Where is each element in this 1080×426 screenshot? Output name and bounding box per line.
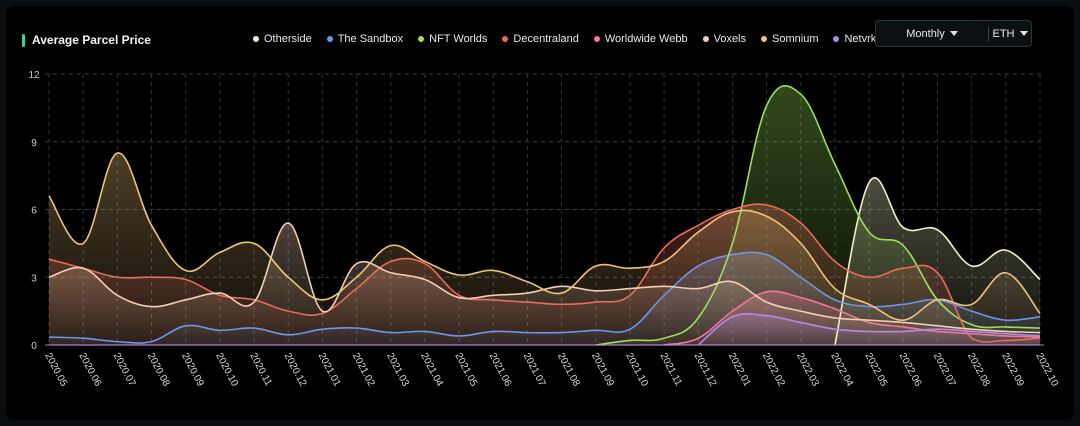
- legend-item[interactable]: Otherside: [253, 33, 312, 45]
- x-tick-label: 2021.01: [316, 351, 343, 388]
- series-line-worldwide-webb: [663, 290, 1041, 346]
- series-area-nft-worlds: [595, 85, 1040, 346]
- legend-label: NFT Worlds: [429, 33, 488, 45]
- y-tick-label: 12: [28, 70, 40, 81]
- legend-label: Netvrk: [844, 33, 877, 45]
- x-tick-label: 2022.06: [897, 351, 924, 388]
- legend-item[interactable]: NFT Worlds: [418, 33, 487, 45]
- x-tick-label: 2021.11: [657, 351, 684, 388]
- legend-item[interactable]: The Sandbox: [326, 33, 404, 45]
- chart-title: Average Parcel Price: [32, 33, 151, 47]
- legend-item[interactable]: Somnium: [761, 33, 818, 45]
- series-line-voxels: [48, 222, 1041, 334]
- x-tick-label: 2022.08: [965, 351, 992, 388]
- x-tick-label: 2020.10: [213, 351, 240, 388]
- x-tick-label: 2020.11: [247, 351, 274, 388]
- series-group: [48, 85, 1041, 346]
- period-select[interactable]: Monthly: [876, 28, 988, 40]
- chart-card: Average Parcel Price Otherside The Sandbo…: [6, 6, 1074, 420]
- x-tick-label: 2021.12: [692, 351, 719, 388]
- legend-item[interactable]: Decentraland: [502, 33, 579, 45]
- legend-label: Voxels: [713, 33, 747, 45]
- series-line-nft-worlds: [595, 85, 1041, 346]
- x-tick-label: 2020.05: [42, 351, 69, 388]
- x-tick-label: 2022.01: [726, 351, 753, 388]
- caret-down-icon: [1019, 31, 1028, 36]
- x-tick-label: 2022.04: [828, 351, 855, 388]
- legend-label: Somnium: [772, 33, 819, 45]
- chart-legend: Otherside The Sandbox NFT Worlds Decentrala…: [253, 33, 891, 45]
- legend-dot-icon: [593, 36, 600, 42]
- legend-item[interactable]: Worldwide Webb: [593, 33, 688, 45]
- series-line-otherside: [834, 177, 1041, 346]
- legend-dot-icon: [326, 36, 333, 42]
- x-tick-label: 2022.07: [931, 351, 958, 388]
- legend-dot-icon: [702, 36, 709, 42]
- title-accent-bar: [22, 33, 25, 47]
- x-tick-label: 2021.05: [452, 351, 479, 388]
- x-tick-label: 2021.07: [521, 351, 548, 388]
- legend-item[interactable]: Netvrk: [833, 33, 876, 45]
- controls-divider: [988, 26, 989, 41]
- x-tick-label: 2021.09: [589, 351, 616, 388]
- caret-down-icon: [949, 31, 958, 36]
- y-tick-label: 0: [31, 341, 37, 352]
- legend-label: Decentraland: [513, 33, 579, 45]
- series-line-netvrk: [697, 313, 1041, 346]
- x-tick-label: 2022.05: [862, 351, 889, 388]
- y-tick-label: 3: [31, 273, 37, 284]
- chart-header: Average Parcel Price: [22, 33, 151, 47]
- x-tick-label: 2021.10: [623, 351, 650, 388]
- x-tick-label: 2020.06: [77, 351, 104, 388]
- x-tick-label: 2021.08: [555, 351, 582, 388]
- x-tick-label: 2020.08: [145, 351, 172, 388]
- legend-dot-icon: [833, 36, 840, 42]
- y-tick-label: 6: [31, 206, 37, 217]
- currency-select-label: ETH: [992, 27, 1015, 40]
- x-tick-label: 2021.02: [350, 351, 377, 388]
- series-line-decentraland: [48, 203, 1041, 343]
- legend-dot-icon: [761, 36, 768, 42]
- x-tick-label: 2021.06: [487, 351, 514, 388]
- legend-dot-icon: [418, 36, 425, 42]
- legend-label: Otherside: [264, 33, 312, 45]
- series-line-somnium: [48, 152, 1041, 321]
- legend-dot-icon: [253, 36, 259, 42]
- chart-controls: Monthly ETH: [875, 20, 1032, 47]
- series-area-netvrk: [698, 313, 1040, 345]
- series-area-somnium: [49, 152, 1040, 345]
- y-tick-label: 9: [31, 138, 37, 149]
- period-select-label: Monthly: [906, 27, 945, 40]
- x-tick-label: 2020.12: [282, 351, 309, 388]
- x-tick-label: 2021.03: [384, 351, 411, 388]
- x-tick-label: 2022.09: [999, 351, 1026, 388]
- x-tick-label: 2022.03: [794, 351, 821, 388]
- x-tick-label: 2020.07: [111, 351, 138, 388]
- legend-label: Worldwide Webb: [604, 33, 688, 45]
- x-tick-label: 2022.02: [760, 351, 787, 388]
- legend-dot-icon: [502, 36, 509, 42]
- x-tick-label: 2020.09: [179, 351, 206, 388]
- legend-label: The Sandbox: [337, 33, 404, 45]
- legend-item[interactable]: Voxels: [702, 33, 747, 45]
- x-tick-label: 2022.10: [1033, 351, 1060, 388]
- currency-select[interactable]: ETH: [989, 28, 1031, 40]
- x-tick-label: 2021.04: [418, 351, 445, 388]
